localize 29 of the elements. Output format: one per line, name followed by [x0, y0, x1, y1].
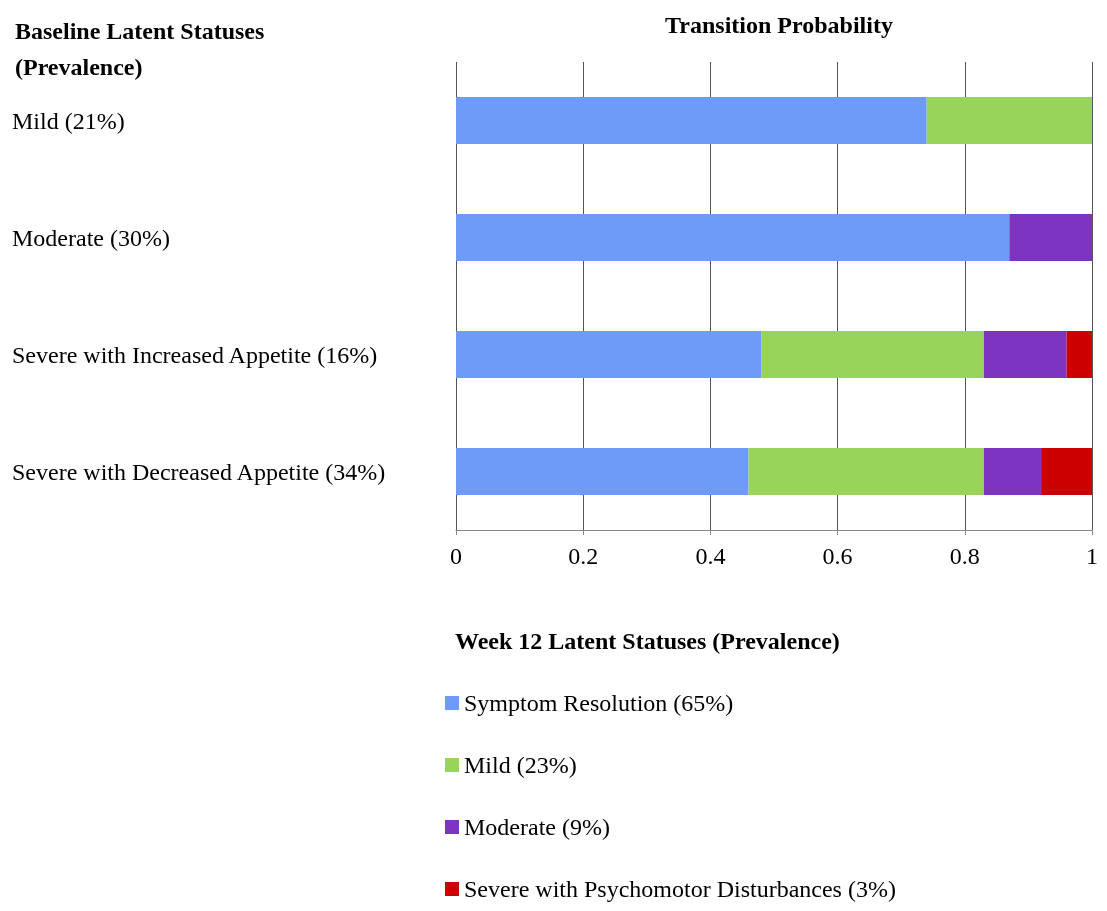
bar — [761, 331, 984, 378]
bar — [1066, 331, 1092, 378]
x-tick-label: 0.6 — [822, 543, 853, 569]
x-tick-label: 0.2 — [568, 543, 599, 569]
bar — [1009, 214, 1092, 261]
x-tick-label: 0.4 — [695, 543, 726, 569]
bar — [1041, 448, 1092, 495]
y-tick-label: Severe with Increased Appetite (16%) — [12, 341, 378, 368]
bar — [456, 448, 749, 495]
x-tick-label: 0.8 — [949, 543, 980, 569]
legend-title: Week 12 Latent Statuses (Prevalence) — [455, 628, 840, 654]
bar — [926, 97, 1092, 144]
legend-label: Symptom Resolution (65%) — [464, 690, 734, 716]
y-axis-title: Baseline Latent Statuses (Prevalence) — [15, 18, 271, 80]
legend-label: Severe with Psychomotor Disturbances (3%) — [464, 876, 896, 902]
bar — [748, 448, 984, 495]
y-tick-label: Severe with Decreased Appetite (34%) — [12, 458, 386, 485]
y-tick-label: Moderate (30%) — [12, 224, 170, 251]
y-tick-label: Mild (21%) — [12, 107, 125, 134]
chart-title: Transition Probability — [665, 12, 893, 38]
legend-label: Moderate (9%) — [464, 814, 610, 840]
bar — [456, 331, 762, 378]
bar — [983, 331, 1067, 378]
bar — [456, 97, 927, 144]
legend-label: Mild (23%) — [464, 752, 577, 778]
bar — [983, 448, 1042, 495]
x-tick-label: 1 — [1086, 543, 1098, 569]
bar — [456, 214, 1010, 261]
x-tick-label: 0 — [450, 543, 462, 569]
